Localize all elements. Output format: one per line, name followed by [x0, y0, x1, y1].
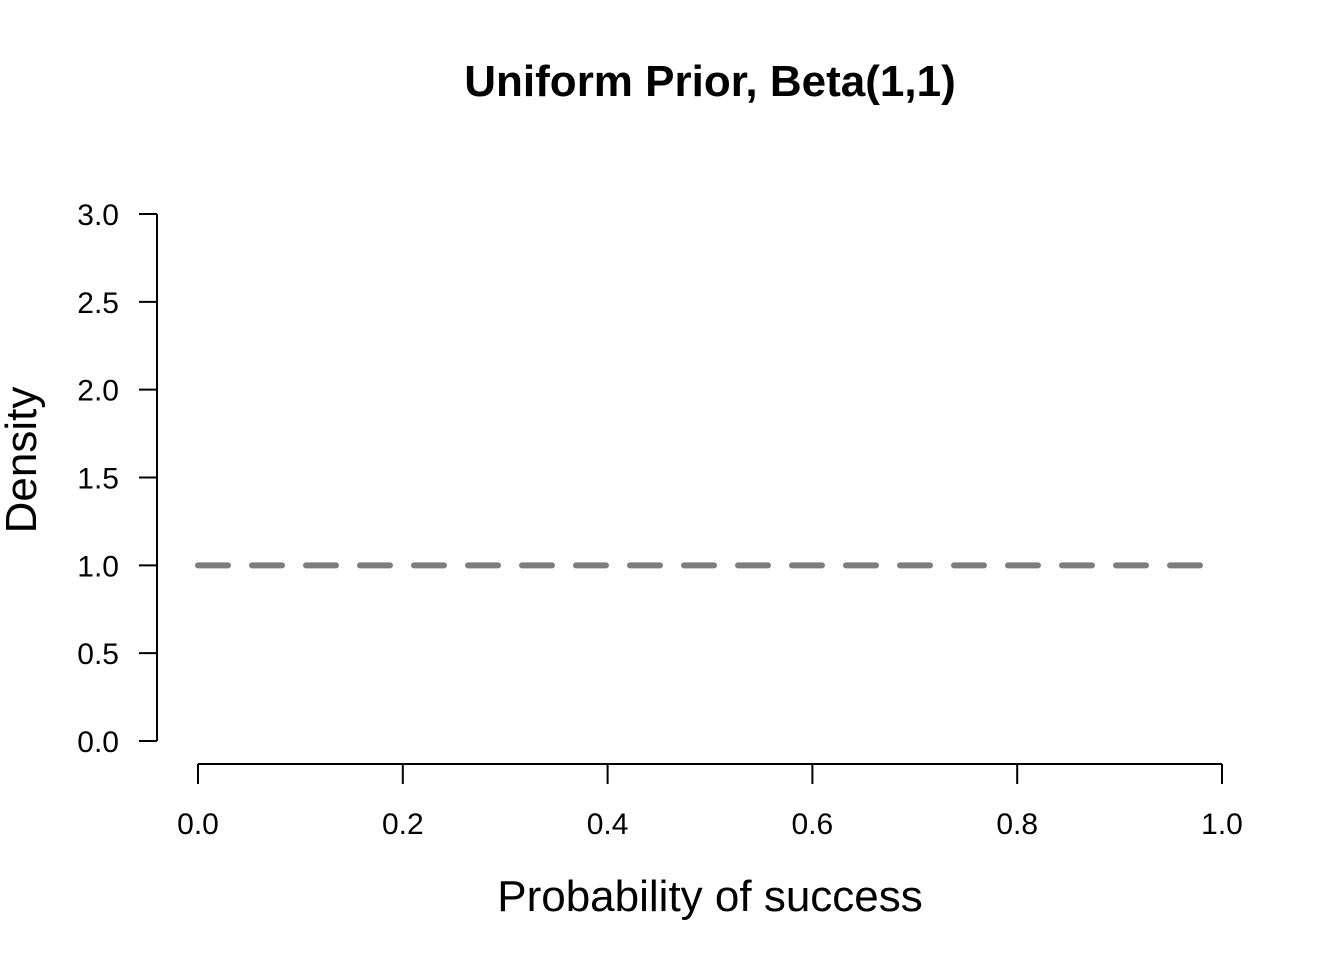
chart-title: Uniform Prior, Beta(1,1) — [464, 57, 955, 106]
y-axis: 0.0 0.5 1.0 1.5 2.0 2.5 3.0 — [77, 199, 158, 759]
y-tick-label: 3.0 — [77, 199, 119, 232]
y-tick-label: 1.0 — [77, 550, 119, 583]
y-tick-label: 2.0 — [77, 375, 119, 408]
y-axis-label: Density — [0, 387, 46, 534]
x-tick-label: 1.0 — [1201, 808, 1243, 841]
x-tick-label: 0.0 — [177, 808, 219, 841]
y-tick-label: 0.5 — [77, 638, 119, 671]
x-tick-label: 0.2 — [382, 808, 424, 841]
x-axis-label: Probability of success — [497, 872, 923, 921]
y-tick-label: 1.5 — [77, 463, 119, 496]
x-tick-label: 0.8 — [996, 808, 1038, 841]
x-axis: 0.0 0.2 0.4 0.6 0.8 1.0 — [177, 763, 1243, 841]
y-tick-label: 2.5 — [77, 287, 119, 320]
y-tick-label: 0.0 — [77, 726, 119, 759]
x-tick-label: 0.6 — [792, 808, 834, 841]
x-tick-label: 0.4 — [587, 808, 629, 841]
